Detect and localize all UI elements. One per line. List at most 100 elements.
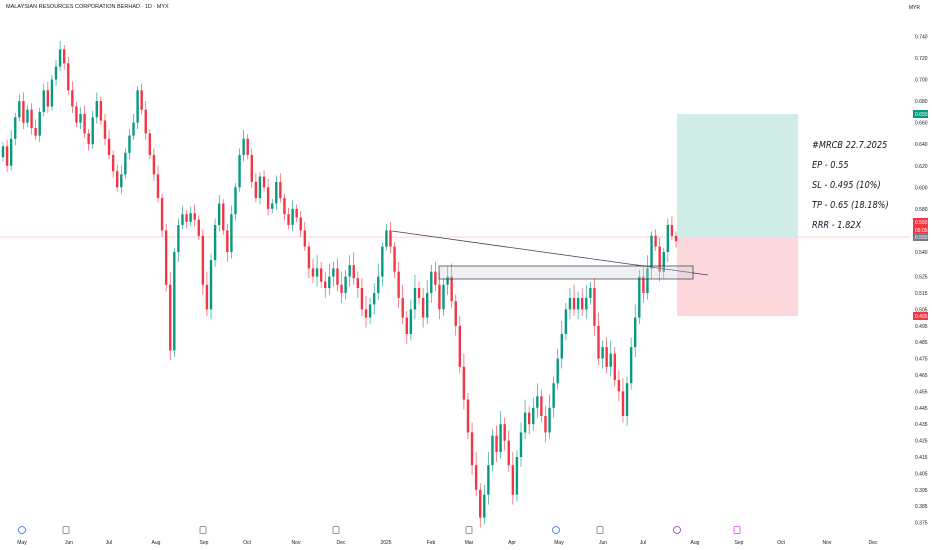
- candle: [62, 45, 66, 70]
- candle: [360, 278, 364, 316]
- candle-body: [242, 138, 245, 155]
- y-tick-label: 0.505: [915, 307, 928, 313]
- candle: [597, 312, 600, 366]
- candle: [332, 261, 335, 287]
- trend-line[interactable]: [391, 230, 709, 276]
- position-zones[interactable]: [677, 114, 798, 316]
- event-marker-icon[interactable]: [465, 526, 473, 534]
- candle-body: [634, 317, 637, 348]
- candle: [116, 164, 119, 192]
- candle-body: [401, 297, 404, 318]
- candle: [14, 112, 17, 146]
- candle-body: [446, 276, 449, 285]
- event-marker-icon[interactable]: [596, 526, 604, 534]
- candle: [222, 199, 225, 235]
- candle-body: [209, 260, 213, 310]
- chart-title: MALAYSIAN RESOURCES CORPORATION BERHAD ·…: [6, 4, 169, 10]
- candle-body: [258, 176, 262, 199]
- candle: [564, 302, 568, 341]
- candle-body: [30, 109, 33, 129]
- candle: [181, 205, 184, 230]
- candle-body: [413, 288, 417, 310]
- candle-body: [205, 284, 209, 310]
- candle-body: [201, 235, 205, 285]
- candle-body: [238, 154, 241, 188]
- y-tick-label: 0.660: [915, 121, 928, 127]
- candle-body: [372, 293, 376, 305]
- candle: [5, 139, 9, 173]
- candle: [156, 165, 160, 203]
- candle: [58, 40, 62, 71]
- profit-zone[interactable]: [677, 114, 798, 237]
- candle: [246, 134, 249, 160]
- candle-body: [169, 284, 172, 351]
- y-tick-label: 0.395: [915, 488, 928, 494]
- candle: [654, 229, 657, 251]
- candle-body: [193, 213, 196, 220]
- candle-body: [544, 416, 547, 433]
- candle: [483, 484, 486, 525]
- candle: [381, 242, 384, 287]
- candle-body: [181, 214, 184, 226]
- candle: [205, 271, 209, 316]
- candle-body: [417, 288, 421, 298]
- event-marker-icon[interactable]: [673, 526, 681, 534]
- candle-body: [495, 435, 498, 453]
- event-markers[interactable]: [18, 526, 741, 534]
- candle-body: [67, 63, 70, 91]
- candle-body: [164, 230, 168, 285]
- candle: [79, 107, 82, 130]
- candle-body: [46, 90, 50, 107]
- candle: [164, 223, 168, 292]
- candle: [299, 211, 302, 237]
- candle: [527, 406, 531, 435]
- currency-label: MYR: [908, 5, 920, 11]
- candle: [83, 105, 86, 138]
- loss-zone[interactable]: [677, 237, 798, 316]
- candle-body: [621, 391, 625, 416]
- candle-body: [307, 246, 311, 269]
- candle-body: [674, 235, 678, 242]
- event-marker-icon[interactable]: [552, 526, 560, 534]
- event-marker-icon[interactable]: [18, 526, 26, 534]
- x-tick-label: Nov: [292, 540, 301, 546]
- candle-body: [75, 106, 78, 123]
- candle: [666, 218, 670, 262]
- candle: [479, 483, 482, 528]
- candle: [556, 348, 559, 390]
- candle: [124, 148, 127, 179]
- candle-body: [532, 407, 535, 425]
- candle: [609, 340, 612, 377]
- candle-body: [197, 219, 200, 236]
- y-tick-label: 0.415: [915, 455, 928, 461]
- candle-body: [613, 353, 617, 380]
- candle: [442, 278, 445, 316]
- price-label-bg: [913, 218, 928, 226]
- event-marker-icon[interactable]: [199, 526, 207, 534]
- candle-body: [605, 347, 608, 367]
- candle: [250, 148, 254, 189]
- candle-body: [324, 281, 327, 289]
- candle: [279, 173, 282, 203]
- event-marker-icon[interactable]: [62, 526, 70, 534]
- x-tick-label: Feb: [427, 540, 436, 546]
- event-marker-icon[interactable]: [332, 526, 340, 534]
- candle-body: [120, 174, 123, 188]
- y-tick-label: 0.465: [915, 373, 928, 379]
- y-tick-label: 0.600: [915, 185, 928, 191]
- candle: [46, 81, 50, 113]
- candle: [234, 183, 237, 221]
- candle: [128, 129, 131, 160]
- note-take-profit: TP - 0.65 (18.18%): [812, 200, 889, 211]
- candle: [413, 274, 417, 320]
- candle: [642, 266, 645, 303]
- candle: [295, 204, 298, 222]
- support-resistance-box[interactable]: [438, 265, 694, 280]
- candle: [107, 130, 111, 160]
- candle: [319, 261, 323, 289]
- candle: [71, 81, 74, 113]
- event-marker-icon[interactable]: [733, 526, 741, 534]
- candle-body: [344, 276, 347, 293]
- y-tick-label: 0.580: [915, 207, 928, 213]
